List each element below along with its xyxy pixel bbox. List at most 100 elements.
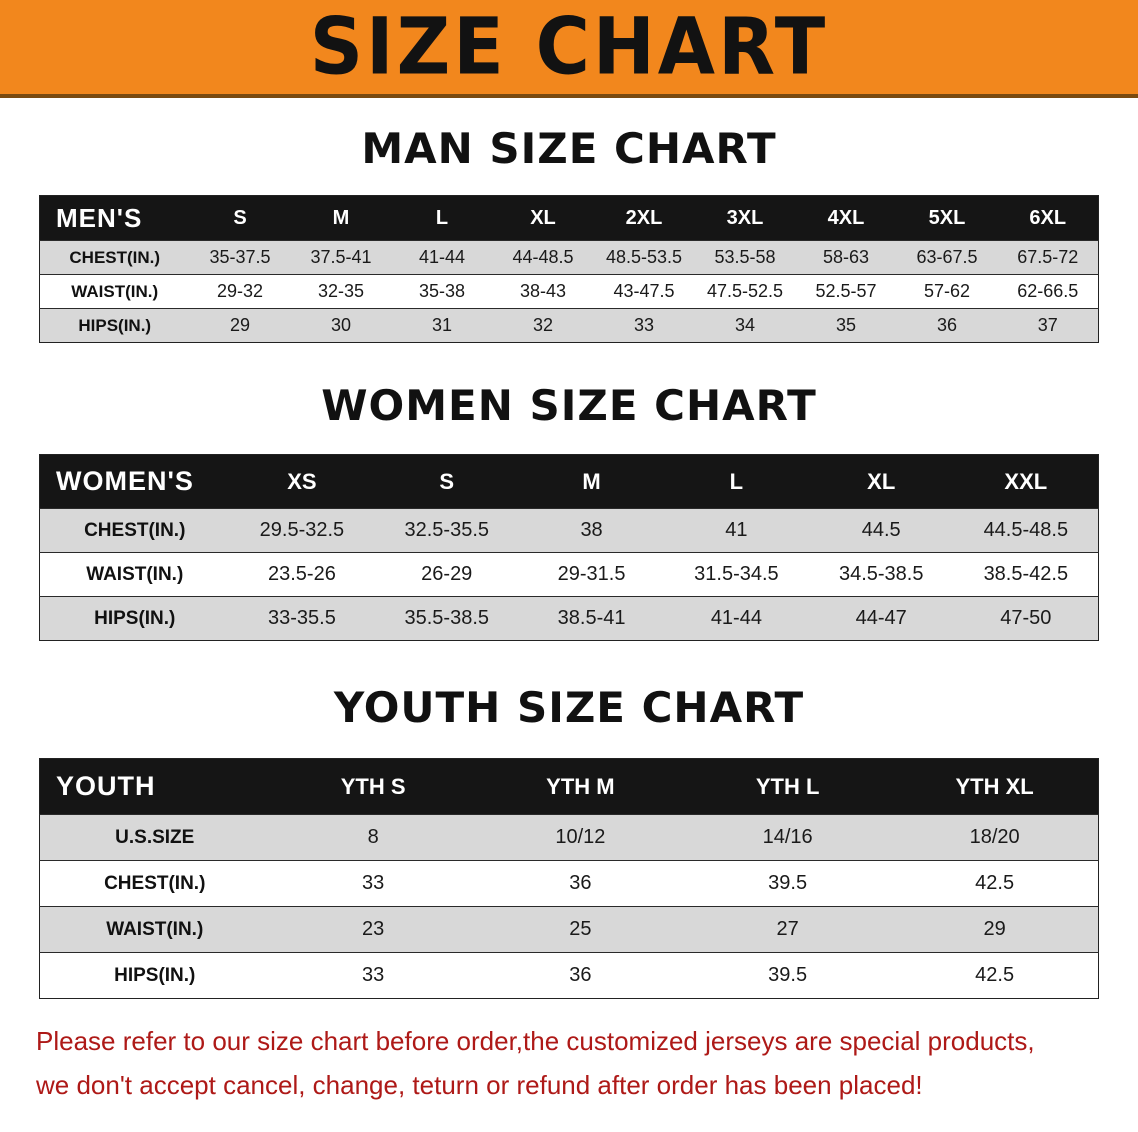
size-header: M xyxy=(332,206,350,229)
table-cell: 38.5-41 xyxy=(557,607,626,629)
table-cell: 39.5 xyxy=(768,964,808,986)
size-header: 4XL xyxy=(827,206,865,229)
table-cell: 38.5-42.5 xyxy=(983,563,1069,585)
size-header: XL xyxy=(867,468,896,494)
men-chest-row: CHEST(IN.) 35-37.5 37.5-41 41-44 44-48.5… xyxy=(39,240,1099,275)
size-header: 2XL xyxy=(625,206,663,229)
table-cell: 63-67.5 xyxy=(916,247,978,267)
men-chart-heading: MAN SIZE CHART xyxy=(361,124,777,173)
table-cell: 42.5 xyxy=(975,872,1015,894)
size-header: XXL xyxy=(1004,468,1048,494)
row-label: WAIST(IN.) xyxy=(86,563,184,585)
row-label: CHEST(IN.) xyxy=(84,519,186,541)
men-hips-row: HIPS(IN.) 29 30 31 32 33 34 35 36 37 xyxy=(39,308,1099,343)
table-cell: 32.5-35.5 xyxy=(404,519,489,541)
table-cell: 67.5-72 xyxy=(1017,247,1079,267)
table-cell: 41-44 xyxy=(710,607,762,629)
size-header: 6XL xyxy=(1029,206,1067,229)
table-cell: 34 xyxy=(734,315,756,335)
table-cell: 47-50 xyxy=(1000,607,1052,629)
table-cell: 57-62 xyxy=(923,281,971,301)
size-header: L xyxy=(729,468,744,494)
table-cell: 38-43 xyxy=(519,281,567,301)
table-cell: 31 xyxy=(431,315,453,335)
table-cell: 35-38 xyxy=(418,281,466,301)
youth-waist-row: WAIST(IN.) 23 25 27 29 xyxy=(39,906,1099,953)
youth-hips-row: HIPS(IN.) 33 36 39.5 42.5 xyxy=(39,952,1099,999)
table-cell: 33 xyxy=(633,315,655,335)
youth-chest-row: CHEST(IN.) 33 36 39.5 42.5 xyxy=(39,860,1099,907)
youth-ussize-row: U.S.SIZE 8 10/12 14/16 18/20 xyxy=(39,814,1099,861)
table-cell: 25 xyxy=(569,918,592,940)
row-label: CHEST(IN.) xyxy=(104,872,206,894)
table-cell: 58-63 xyxy=(822,247,870,267)
table-cell: 33 xyxy=(362,964,385,986)
table-cell: 32-35 xyxy=(317,281,365,301)
table-cell: 29.5-32.5 xyxy=(259,519,345,541)
men-table-title: MEN'S xyxy=(56,202,143,233)
women-hips-row: HIPS(IN.) 33-35.5 35.5-38.5 38.5-41 41-4… xyxy=(39,596,1099,641)
banner: SIZE CHART xyxy=(0,0,1138,98)
size-header: XL xyxy=(530,206,556,229)
men-header-row: MEN'S S M L XL 2XL 3XL 4XL 5XL 6XL xyxy=(39,195,1099,241)
table-cell: 33 xyxy=(362,872,385,894)
women-size-table: WOMEN'S XS S M L XL XXL CHEST(IN.) 29.5-… xyxy=(39,454,1099,641)
women-chart-heading: WOMEN SIZE CHART xyxy=(321,381,817,430)
table-cell: 44-47 xyxy=(855,607,907,629)
size-header: L xyxy=(435,206,449,229)
row-label: WAIST(IN.) xyxy=(106,918,204,940)
table-cell: 42.5 xyxy=(975,964,1015,986)
table-cell: 44-48.5 xyxy=(512,247,574,267)
table-cell: 44.5 xyxy=(861,519,901,541)
table-cell: 26-29 xyxy=(421,563,473,585)
table-cell: 32 xyxy=(532,315,554,335)
youth-size-table: YOUTH YTH S YTH M YTH L YTH XL U.S.SIZE … xyxy=(39,758,1099,999)
women-section: WOMEN SIZE CHART WOMEN'S XS S M L XL XXL… xyxy=(0,381,1138,641)
table-cell: 23.5-26 xyxy=(267,563,336,585)
size-header: XS xyxy=(287,468,317,494)
table-cell: 36 xyxy=(936,315,958,335)
table-cell: 38 xyxy=(580,519,603,541)
table-cell: 44.5-48.5 xyxy=(983,519,1069,541)
women-waist-row: WAIST(IN.) 23.5-26 26-29 29-31.5 31.5-34… xyxy=(39,552,1099,597)
row-label: HIPS(IN.) xyxy=(114,964,196,986)
table-cell: 62-66.5 xyxy=(1017,281,1079,301)
row-label: CHEST(IN.) xyxy=(69,247,161,267)
size-header: S xyxy=(439,468,455,494)
table-cell: 29-32 xyxy=(216,281,264,301)
table-cell: 37 xyxy=(1037,315,1058,335)
table-cell: 27 xyxy=(776,918,799,940)
table-cell: 36 xyxy=(569,872,592,894)
table-cell: 41 xyxy=(725,519,748,541)
table-cell: 29 xyxy=(229,315,251,335)
men-section: MAN SIZE CHART MEN'S S M L XL 2XL 3XL 4X… xyxy=(0,124,1138,343)
row-label: U.S.SIZE xyxy=(115,826,195,848)
size-header: YTH XL xyxy=(955,773,1034,799)
page-title: SIZE CHART xyxy=(309,1,829,93)
men-waist-row: WAIST(IN.) 29-32 32-35 35-38 38-43 43-47… xyxy=(39,274,1099,309)
disclaimer: Please refer to our size chart before or… xyxy=(36,1023,1138,1103)
size-header: YTH M xyxy=(546,773,615,799)
table-cell: 53.5-58 xyxy=(714,247,776,267)
disclaimer-line-1: Please refer to our size chart before or… xyxy=(36,1026,1035,1056)
table-cell: 23 xyxy=(362,918,385,940)
table-cell: 35-37.5 xyxy=(209,247,271,267)
table-cell: 8 xyxy=(367,826,379,848)
men-size-table: MEN'S S M L XL 2XL 3XL 4XL 5XL 6XL CHEST… xyxy=(39,195,1099,343)
disclaimer-line-2: we don't accept cancel, change, teturn o… xyxy=(36,1070,923,1100)
table-cell: 48.5-53.5 xyxy=(605,247,683,267)
women-header-row: WOMEN'S XS S M L XL XXL xyxy=(39,454,1099,509)
size-header: 5XL xyxy=(928,206,966,229)
table-cell: 36 xyxy=(569,964,592,986)
table-cell: 35 xyxy=(835,315,857,335)
size-header: M xyxy=(582,468,601,494)
table-cell: 31.5-34.5 xyxy=(694,563,779,585)
table-cell: 29-31.5 xyxy=(557,563,626,585)
size-header: YTH S xyxy=(340,773,406,799)
size-chart-page: SIZE CHART MAN SIZE CHART MEN'S S M L XL… xyxy=(0,0,1138,1103)
youth-header-row: YOUTH YTH S YTH M YTH L YTH XL xyxy=(39,758,1099,815)
table-cell: 18/20 xyxy=(969,826,1020,848)
table-cell: 33-35.5 xyxy=(267,607,336,629)
women-table-title: WOMEN'S xyxy=(56,466,194,496)
table-cell: 47.5-52.5 xyxy=(706,281,784,301)
